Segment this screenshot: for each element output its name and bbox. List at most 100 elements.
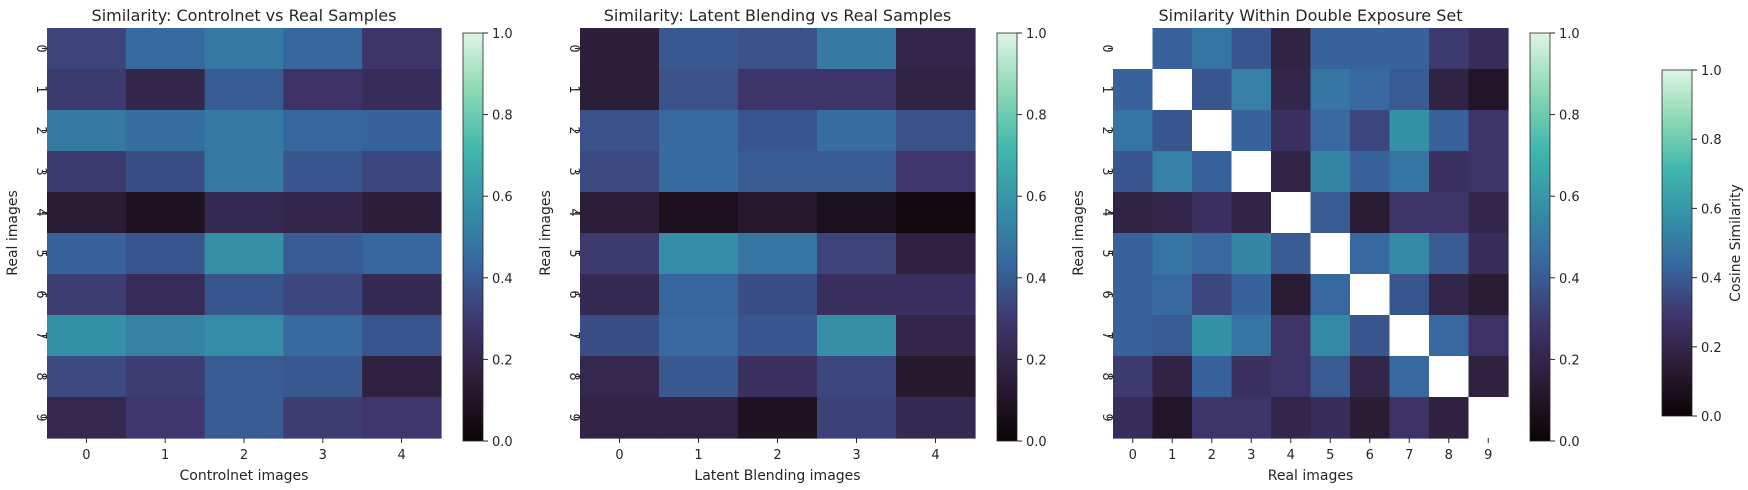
heatmap-cell [1389, 397, 1430, 439]
colorbar-tick-label: 1.0 [1559, 27, 1580, 42]
heatmap-cell [1350, 233, 1391, 275]
heatmap-cell [283, 233, 363, 275]
y-tick-label: 1 [566, 85, 581, 93]
heatmap-cell [1468, 192, 1509, 234]
heatmap-cell [1350, 110, 1391, 152]
heatmap-cell [1231, 315, 1272, 357]
heatmap-cell [1310, 28, 1351, 70]
x-tick-label: 2 [240, 448, 248, 463]
heatmap-cell [580, 28, 660, 70]
x-tick-label: 0 [1129, 448, 1137, 463]
heatmap-cell [283, 315, 363, 357]
heatmap-cell [659, 28, 739, 70]
heatmap-cell [204, 356, 284, 398]
x-tick-label: 1 [161, 448, 169, 463]
heatmap-cell [1231, 397, 1272, 439]
y-tick-label: 1 [33, 85, 48, 93]
y-tick-label: 0 [566, 44, 581, 52]
heatmap-cell [204, 151, 284, 193]
heatmap-cell [1389, 69, 1430, 111]
heatmap-cell [47, 356, 127, 398]
heatmap-cell [659, 110, 739, 152]
heatmap-cell [896, 233, 976, 275]
colorbar-tick-label: 0.2 [1026, 353, 1047, 368]
shared-colorbar-tick-label: 0.4 [1701, 272, 1722, 287]
x-axis-label: Controlnet images [180, 468, 309, 484]
heatmap-cell [1113, 356, 1154, 398]
heatmap-cell [283, 151, 363, 193]
heatmap-cell [125, 274, 206, 316]
colorbar-tick-label: 0.6 [492, 190, 513, 205]
heatmap-cell [1389, 315, 1430, 357]
x-tick-label: 3 [319, 448, 327, 463]
y-axis-label: Real images [1071, 190, 1087, 276]
heatmap-cell [1468, 397, 1509, 439]
heatmap-panel-3: Similarity Within Double Exposure Set 0 1 2… [1071, 6, 1580, 484]
heatmap-cell [580, 69, 660, 111]
heatmap-cell [204, 397, 284, 439]
y-tick-label: 5 [566, 249, 581, 257]
heatmap-cell [1389, 192, 1430, 234]
colorbar-tick-label: 0.4 [492, 272, 513, 287]
heatmap-cell [817, 397, 897, 439]
heatmap-cell [659, 397, 739, 439]
colorbar-tick-label: 0.8 [1559, 109, 1580, 124]
y-tick-label: 9 [33, 413, 48, 421]
heatmap-cell [1271, 315, 1312, 357]
heatmap-cell [1271, 192, 1312, 234]
heatmap-cell [1468, 356, 1509, 398]
heatmap-cell [1271, 274, 1312, 316]
heatmap-cell [283, 397, 363, 439]
heatmap-cell [817, 356, 897, 398]
heatmap-cell [204, 110, 284, 152]
heatmap-cell [1231, 274, 1272, 316]
heatmap-cell [1192, 28, 1233, 70]
y-tick-label: 1 [1099, 85, 1114, 93]
heatmap-cell [283, 110, 363, 152]
heatmap-cell [1192, 274, 1233, 316]
shared-colorbar: 0.0 0.2 0.4 0.6 0.8 1.0 Cosine Similarity [1661, 64, 1744, 425]
heatmap-cell [1429, 69, 1470, 111]
colorbar-tick-label: 0.0 [1026, 435, 1047, 450]
heatmap-cell [1350, 151, 1391, 193]
heatmap-cell [1231, 233, 1272, 275]
heatmap-cell [1310, 315, 1351, 357]
heatmap-cell [1231, 69, 1272, 111]
heatmap-cell [817, 28, 897, 70]
heatmap-cell [1350, 69, 1391, 111]
y-tick-label: 8 [566, 372, 581, 380]
heatmap-cell [580, 151, 660, 193]
x-axis-label: Real images [1268, 468, 1354, 484]
heatmap-panel-2: Similarity: Latent Blending vs Real Samp… [538, 6, 1047, 484]
heatmap-cell [362, 356, 442, 398]
heatmap-cell [1429, 397, 1470, 439]
colorbar-tick-label: 1.0 [492, 27, 513, 42]
heatmap-cell [580, 233, 660, 275]
shared-colorbar-tick-label: 0.0 [1701, 410, 1722, 425]
y-tick-label: 8 [33, 372, 48, 380]
heatmap-cell [659, 151, 739, 193]
heatmap-cell [125, 315, 206, 357]
heatmap-cell [1152, 397, 1193, 439]
heatmap-cell [204, 315, 284, 357]
heatmap-cell [1389, 110, 1430, 152]
colorbar-tick-label: 0.4 [1559, 272, 1580, 287]
heatmap-cell [1310, 274, 1351, 316]
heatmap-cell [659, 274, 739, 316]
heatmap-cell [659, 315, 739, 357]
heatmap-cell [738, 192, 818, 234]
heatmap-cell [817, 233, 897, 275]
heatmap-cell [1113, 69, 1154, 111]
heatmap-cell [1192, 356, 1233, 398]
heatmap-cell [1113, 28, 1154, 70]
heatmap-cell [204, 192, 284, 234]
x-axis-label: Latent Blending images [694, 468, 860, 484]
heatmap-cell [738, 151, 818, 193]
heatmap-cell [1468, 28, 1509, 70]
x-tick-label: 3 [1247, 448, 1255, 463]
heatmap-cell [580, 356, 660, 398]
heatmap-cell [1271, 356, 1312, 398]
heatmap-cell [47, 233, 127, 275]
shared-colorbar-tick-label: 0.8 [1701, 133, 1722, 148]
